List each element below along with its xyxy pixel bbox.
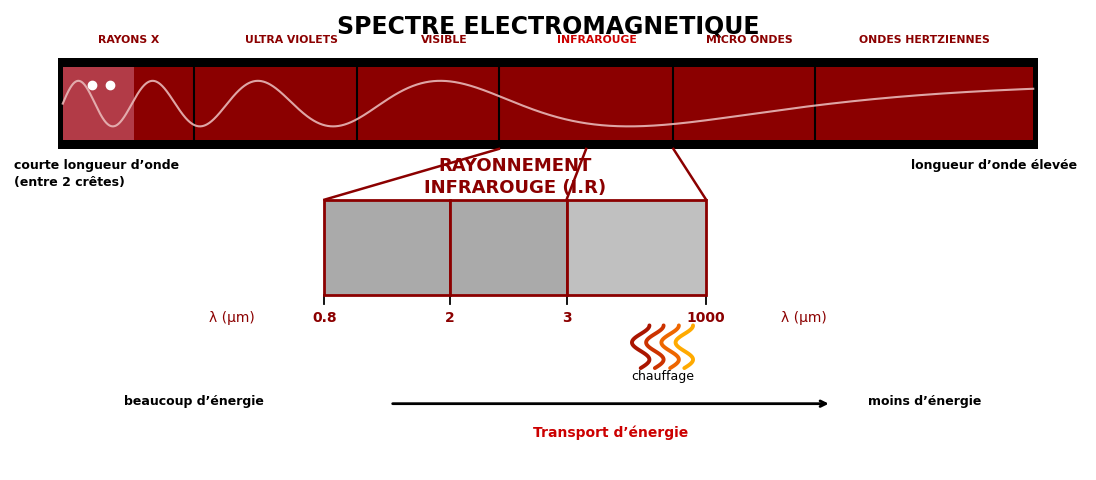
Bar <box>62 67 1034 140</box>
Text: moins d’énergie: moins d’énergie <box>868 395 981 408</box>
Text: IR LONG
(IRC): IR LONG (IRC) <box>604 231 669 263</box>
Bar <box>58 58 1038 149</box>
Text: INFRAROUGE: INFRAROUGE <box>557 36 637 46</box>
Text: ULTRA VIOLETS: ULTRA VIOLETS <box>246 36 339 46</box>
Bar <box>324 200 449 295</box>
Text: VISIBLE: VISIBLE <box>421 36 468 46</box>
Text: RAYONNEMENT
INFRAROUGE (I.R): RAYONNEMENT INFRAROUGE (I.R) <box>424 157 606 197</box>
Text: ONDES HERTZIENNES: ONDES HERTZIENNES <box>859 36 990 46</box>
Text: chauffage: chauffage <box>631 371 694 384</box>
Text: λ (μm): λ (μm) <box>781 311 827 325</box>
Text: SPECTRE ELECTROMAGNETIQUE: SPECTRE ELECTROMAGNETIQUE <box>336 14 760 38</box>
Text: longueur d’onde élevée: longueur d’onde élevée <box>911 159 1077 172</box>
Text: 0.8: 0.8 <box>312 311 336 325</box>
Bar <box>567 200 706 295</box>
Text: courte longueur d’onde
(entre 2 crêtes): courte longueur d’onde (entre 2 crêtes) <box>13 159 179 189</box>
Text: 3: 3 <box>562 311 571 325</box>
Text: 1000: 1000 <box>687 311 726 325</box>
Text: IR COURT
(IRA): IR COURT (IRA) <box>351 231 424 263</box>
Bar <box>62 67 134 140</box>
Text: IR MOYEN
(IRB): IR MOYEN (IRB) <box>470 231 547 263</box>
Text: beaucoup d’énergie: beaucoup d’énergie <box>124 395 263 408</box>
Bar <box>449 200 567 295</box>
Text: RAYONS X: RAYONS X <box>98 36 159 46</box>
Text: MICRO ONDES: MICRO ONDES <box>707 36 794 46</box>
Text: 2: 2 <box>445 311 455 325</box>
Text: λ (μm): λ (μm) <box>209 311 254 325</box>
Text: Transport d’énergie: Transport d’énergie <box>533 425 688 440</box>
